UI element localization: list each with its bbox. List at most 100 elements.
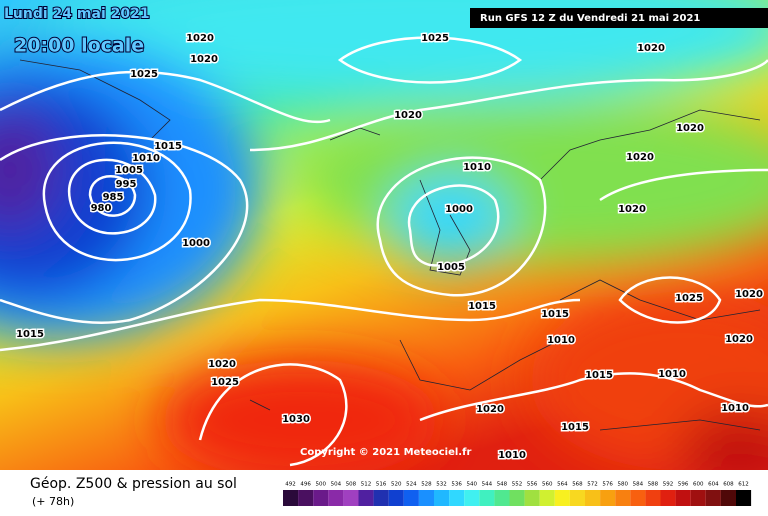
scale-label: 512 xyxy=(361,482,372,488)
isobar-label: 1015 xyxy=(154,141,182,152)
scale-label: 564 xyxy=(557,482,568,488)
isobar-label: 1005 xyxy=(115,165,143,176)
scale-label: 576 xyxy=(602,482,613,488)
isobar-label: 1000 xyxy=(445,204,473,215)
scale-swatch xyxy=(630,490,646,506)
isobar-labels: 1020102010251025102010201020101510101005… xyxy=(15,32,765,463)
isobar-label: 1020 xyxy=(725,334,753,345)
scale-swatch xyxy=(675,490,691,506)
isobar-label: 1015 xyxy=(585,370,613,381)
scale-label: 504 xyxy=(331,482,342,488)
scale-label: 532 xyxy=(436,482,447,488)
isobar-label: 1015 xyxy=(541,309,569,320)
scale-label: 492 xyxy=(285,482,296,488)
isobar-label: 1020 xyxy=(190,54,218,65)
scale-swatch xyxy=(600,490,616,506)
scale-swatch xyxy=(418,490,434,506)
scale-swatch xyxy=(660,490,676,506)
scale-swatch xyxy=(479,490,495,506)
scale-swatch xyxy=(343,490,359,506)
scale-swatch xyxy=(615,490,631,506)
isobar-label: 1010 xyxy=(721,403,749,414)
scale-label: 548 xyxy=(497,482,508,488)
scale-swatch xyxy=(449,490,465,506)
scale-swatch xyxy=(720,490,736,506)
isobar-label: 1025 xyxy=(421,33,449,44)
isobar-label: 1020 xyxy=(476,404,504,415)
scale-swatch xyxy=(494,490,510,506)
scale-label: 592 xyxy=(663,482,674,488)
scale-label: 556 xyxy=(527,482,538,488)
isobar-label: 1020 xyxy=(618,204,646,215)
isobar-label: 1020 xyxy=(208,359,236,370)
scale-swatch xyxy=(358,490,374,506)
scale-label: 524 xyxy=(406,482,417,488)
scale-swatch xyxy=(736,490,752,506)
isobar-label: 1010 xyxy=(132,153,160,164)
scale-label: 516 xyxy=(376,482,387,488)
isobar-label: 1020 xyxy=(186,33,214,44)
scale-swatch xyxy=(373,490,389,506)
scale-swatch xyxy=(690,490,706,506)
scale-label: 612 xyxy=(738,482,749,488)
isobar-label: 1025 xyxy=(211,377,239,388)
isobar-label: 1010 xyxy=(463,162,491,173)
isobar-label: 1025 xyxy=(675,293,703,304)
isobar-label: 1020 xyxy=(626,152,654,163)
scale-swatch xyxy=(464,490,480,506)
scale-label: 540 xyxy=(467,482,478,488)
isobar-label: 1015 xyxy=(468,301,496,312)
run-info: Run GFS 12 Z du Vendredi 21 mai 2021 xyxy=(480,13,700,24)
scale-label: 580 xyxy=(618,482,629,488)
isobar-label: 1030 xyxy=(282,414,310,425)
scale-swatch xyxy=(388,490,404,506)
local-time: 20:00 locale xyxy=(14,35,144,57)
scale-label: 572 xyxy=(587,482,598,488)
scale-swatch xyxy=(645,490,661,506)
scale-swatch xyxy=(554,490,570,506)
isobar-label: 985 xyxy=(103,192,124,203)
lead-time: (+ 78h) xyxy=(32,495,74,508)
color-scale: 492 496 500 504 508 512 516 520 524 528 532 536 540 5… xyxy=(283,482,752,506)
copyright: Copyright © 2021 Meteociel.fr xyxy=(300,447,471,458)
scale-swatch xyxy=(705,490,721,506)
footer-title: Géop. Z500 & pression au sol xyxy=(30,476,237,492)
isobar-label: 1025 xyxy=(130,69,158,80)
isobars xyxy=(0,36,768,467)
scale-swatch xyxy=(434,490,450,506)
scale-swatch xyxy=(509,490,525,506)
isobar-label: 1010 xyxy=(658,369,686,380)
scale-swatch xyxy=(569,490,585,506)
scale-label: 520 xyxy=(391,482,402,488)
isobar-label: 1005 xyxy=(437,262,465,273)
scale-label: 584 xyxy=(633,482,644,488)
scale-label: 568 xyxy=(572,482,583,488)
scale-swatch xyxy=(403,490,419,506)
scale-label: 496 xyxy=(300,482,311,488)
scale-label: 500 xyxy=(316,482,327,488)
scale-label: 560 xyxy=(542,482,553,488)
isobar-label: 980 xyxy=(91,203,112,214)
scale-label: 608 xyxy=(723,482,734,488)
scale-swatch xyxy=(524,490,540,506)
scale-label: 508 xyxy=(346,482,357,488)
isobar-label: 1015 xyxy=(16,329,44,340)
scale-label: 600 xyxy=(693,482,704,488)
isobar-label: 1000 xyxy=(182,238,210,249)
scale-label: 604 xyxy=(708,482,719,488)
scale-swatch xyxy=(313,490,329,506)
scale-label: 588 xyxy=(648,482,659,488)
isobar-label: 1020 xyxy=(735,289,763,300)
isobar-label: 995 xyxy=(116,179,137,190)
isobar-label: 1010 xyxy=(498,450,526,461)
isobar-label: 1010 xyxy=(547,335,575,346)
isobar-label: 1015 xyxy=(561,422,589,433)
scale-label: 536 xyxy=(451,482,462,488)
scale-swatch xyxy=(298,490,314,506)
isobar-label: 1020 xyxy=(676,123,704,134)
run-box xyxy=(470,8,768,28)
scale-swatch xyxy=(585,490,601,506)
scale-label: 552 xyxy=(512,482,523,488)
coastlines xyxy=(19,59,761,431)
